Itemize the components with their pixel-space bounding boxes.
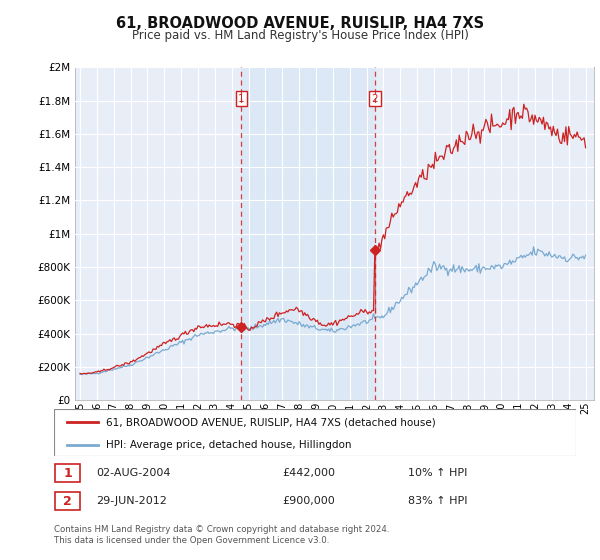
Text: 61, BROADWOOD AVENUE, RUISLIP, HA4 7XS (detached house): 61, BROADWOOD AVENUE, RUISLIP, HA4 7XS (… (106, 417, 436, 427)
Text: £900,000: £900,000 (282, 496, 335, 506)
Text: Price paid vs. HM Land Registry's House Price Index (HPI): Price paid vs. HM Land Registry's House … (131, 29, 469, 42)
Bar (241, 67, 375, 400)
Text: 61, BROADWOOD AVENUE, RUISLIP, HA4 7XS: 61, BROADWOOD AVENUE, RUISLIP, HA4 7XS (116, 16, 484, 31)
Text: 02-AUG-2004: 02-AUG-2004 (96, 468, 170, 478)
Text: 10% ↑ HPI: 10% ↑ HPI (408, 468, 467, 478)
Text: £442,000: £442,000 (282, 468, 335, 478)
Text: HPI: Average price, detached house, Hillingdon: HPI: Average price, detached house, Hill… (106, 440, 352, 450)
Text: 83% ↑ HPI: 83% ↑ HPI (408, 496, 467, 506)
Text: 2: 2 (63, 494, 72, 508)
Text: 29-JUN-2012: 29-JUN-2012 (96, 496, 167, 506)
Text: 2: 2 (371, 94, 378, 104)
Text: Contains HM Land Registry data © Crown copyright and database right 2024.
This d: Contains HM Land Registry data © Crown c… (54, 525, 389, 545)
Text: 1: 1 (238, 94, 245, 104)
Text: 1: 1 (63, 466, 72, 480)
